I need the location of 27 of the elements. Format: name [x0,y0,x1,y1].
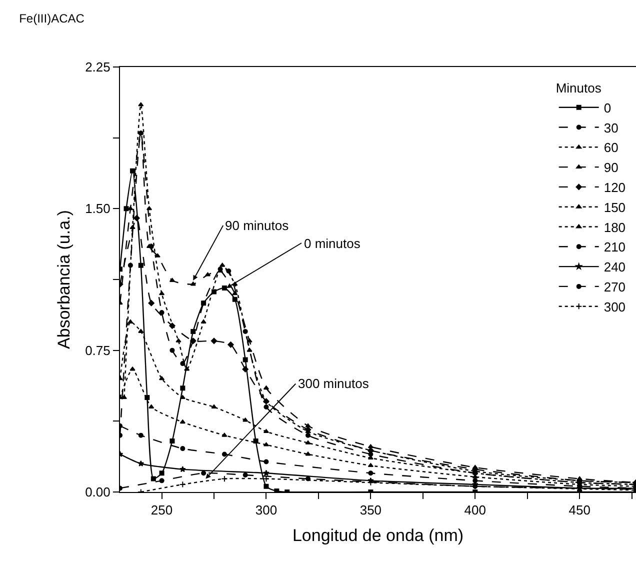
x-tick-label: 250 [150,502,173,518]
chart-title: Fe(III)ACAC [19,11,85,26]
y-axis-title: Absorbancia (u.a.) [54,210,74,349]
y-tick-label: 2.25 [85,60,110,75]
legend-label: 150 [604,200,626,215]
x-tick-label: 350 [360,502,382,518]
x-tick-label: 400 [464,502,486,518]
legend-label: 240 [604,260,626,275]
legend-label: 30 [604,120,618,136]
y-tick-label: 1.50 [85,201,110,216]
x-tick-label: 300 [255,502,278,518]
y-tick-label: 0.00 [85,484,110,500]
x-axis-title: Longitud de onda (nm) [292,526,464,545]
annotation: 0 minutos [304,236,361,251]
legend-title: Minutos [556,80,602,96]
x-tick-label: 450 [568,502,590,518]
legend-label: 180 [604,220,626,235]
annotation: 300 minutos [298,376,370,391]
legend-label: 90 [604,160,618,176]
legend-label: 300 [604,299,626,314]
legend-label: 60 [604,140,618,156]
legend-label: 0 [604,100,612,116]
annotation: 90 minutos [225,218,290,233]
legend-label: 270 [604,280,626,295]
y-tick-label: 0.75 [85,342,110,358]
legend-label: 210 [604,240,626,255]
legend-label: 120 [604,180,626,196]
